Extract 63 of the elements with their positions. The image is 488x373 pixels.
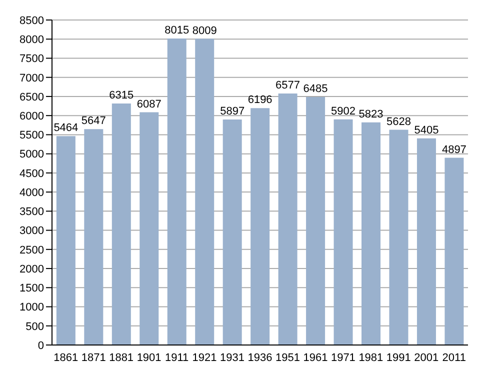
x-tick-label: 1936	[248, 352, 272, 364]
x-tick-label: 1961	[303, 352, 328, 364]
bar	[56, 136, 76, 345]
x-tick-label: 1911	[164, 352, 189, 364]
data-label: 6315	[109, 90, 134, 102]
x-tick-label: 1951	[275, 352, 300, 364]
y-tick-label: 5500	[20, 130, 44, 142]
bar	[389, 130, 408, 345]
y-tick-label: 4500	[20, 168, 44, 180]
data-label: 5902	[331, 105, 356, 118]
y-tick-label: 0	[38, 340, 44, 352]
bar	[195, 38, 214, 345]
data-label: 8009	[192, 24, 217, 37]
y-tick-label: 2500	[20, 244, 44, 256]
x-tick-label: 1861	[54, 352, 78, 364]
bar	[306, 97, 326, 345]
bar	[362, 122, 381, 345]
y-tick-label: 6000	[20, 110, 44, 122]
y-tick-label: 5000	[20, 148, 44, 161]
bar	[334, 119, 353, 345]
y-tick-label: 1500	[20, 282, 44, 295]
data-label: 6087	[136, 98, 162, 110]
data-label: 5823	[358, 108, 384, 120]
x-tick-label: 1981	[358, 352, 384, 364]
y-tick-label: 8000	[20, 34, 44, 46]
data-label: 6196	[248, 94, 272, 106]
data-label: 6485	[303, 83, 328, 96]
y-tick-label: 1000	[20, 302, 44, 314]
x-tick-label: 2011	[442, 352, 466, 364]
data-label: 5897	[220, 106, 245, 118]
x-tick-label: 1921	[192, 352, 217, 364]
data-label: 5628	[386, 116, 411, 128]
y-tick-label: 3000	[20, 225, 44, 238]
bar	[222, 120, 242, 345]
bar	[278, 94, 298, 345]
y-tick-label: 500	[26, 320, 44, 333]
x-tick-label: 1871	[81, 352, 106, 364]
data-label: 6577	[276, 80, 300, 92]
y-tick-label: 6500	[20, 91, 44, 104]
y-tick-label: 8500	[20, 14, 44, 27]
x-tick-label: 1881	[109, 352, 134, 364]
x-tick-label: 1931	[220, 352, 245, 364]
x-tick-label: 2001	[414, 352, 439, 364]
data-label: 8015	[164, 24, 190, 37]
bar	[112, 104, 131, 345]
data-label: 5647	[81, 115, 106, 128]
x-tick-label: 1971	[330, 352, 356, 364]
x-tick-label: 1991	[386, 352, 411, 364]
y-tick-label: 7500	[20, 53, 44, 66]
data-label: 5464	[54, 122, 78, 134]
bar	[444, 158, 464, 345]
x-tick-label: 1901	[136, 352, 162, 364]
data-label: 4897	[442, 144, 466, 156]
bar	[140, 112, 159, 345]
y-tick-label: 4000	[20, 186, 44, 199]
y-tick-label: 3500	[20, 206, 44, 218]
bar	[167, 38, 186, 345]
y-tick-label: 2000	[20, 263, 44, 276]
y-tick-label: 7000	[20, 72, 44, 84]
data-label: 5405	[414, 124, 439, 136]
bar	[416, 138, 436, 345]
bar	[250, 108, 270, 345]
bar	[84, 129, 104, 345]
